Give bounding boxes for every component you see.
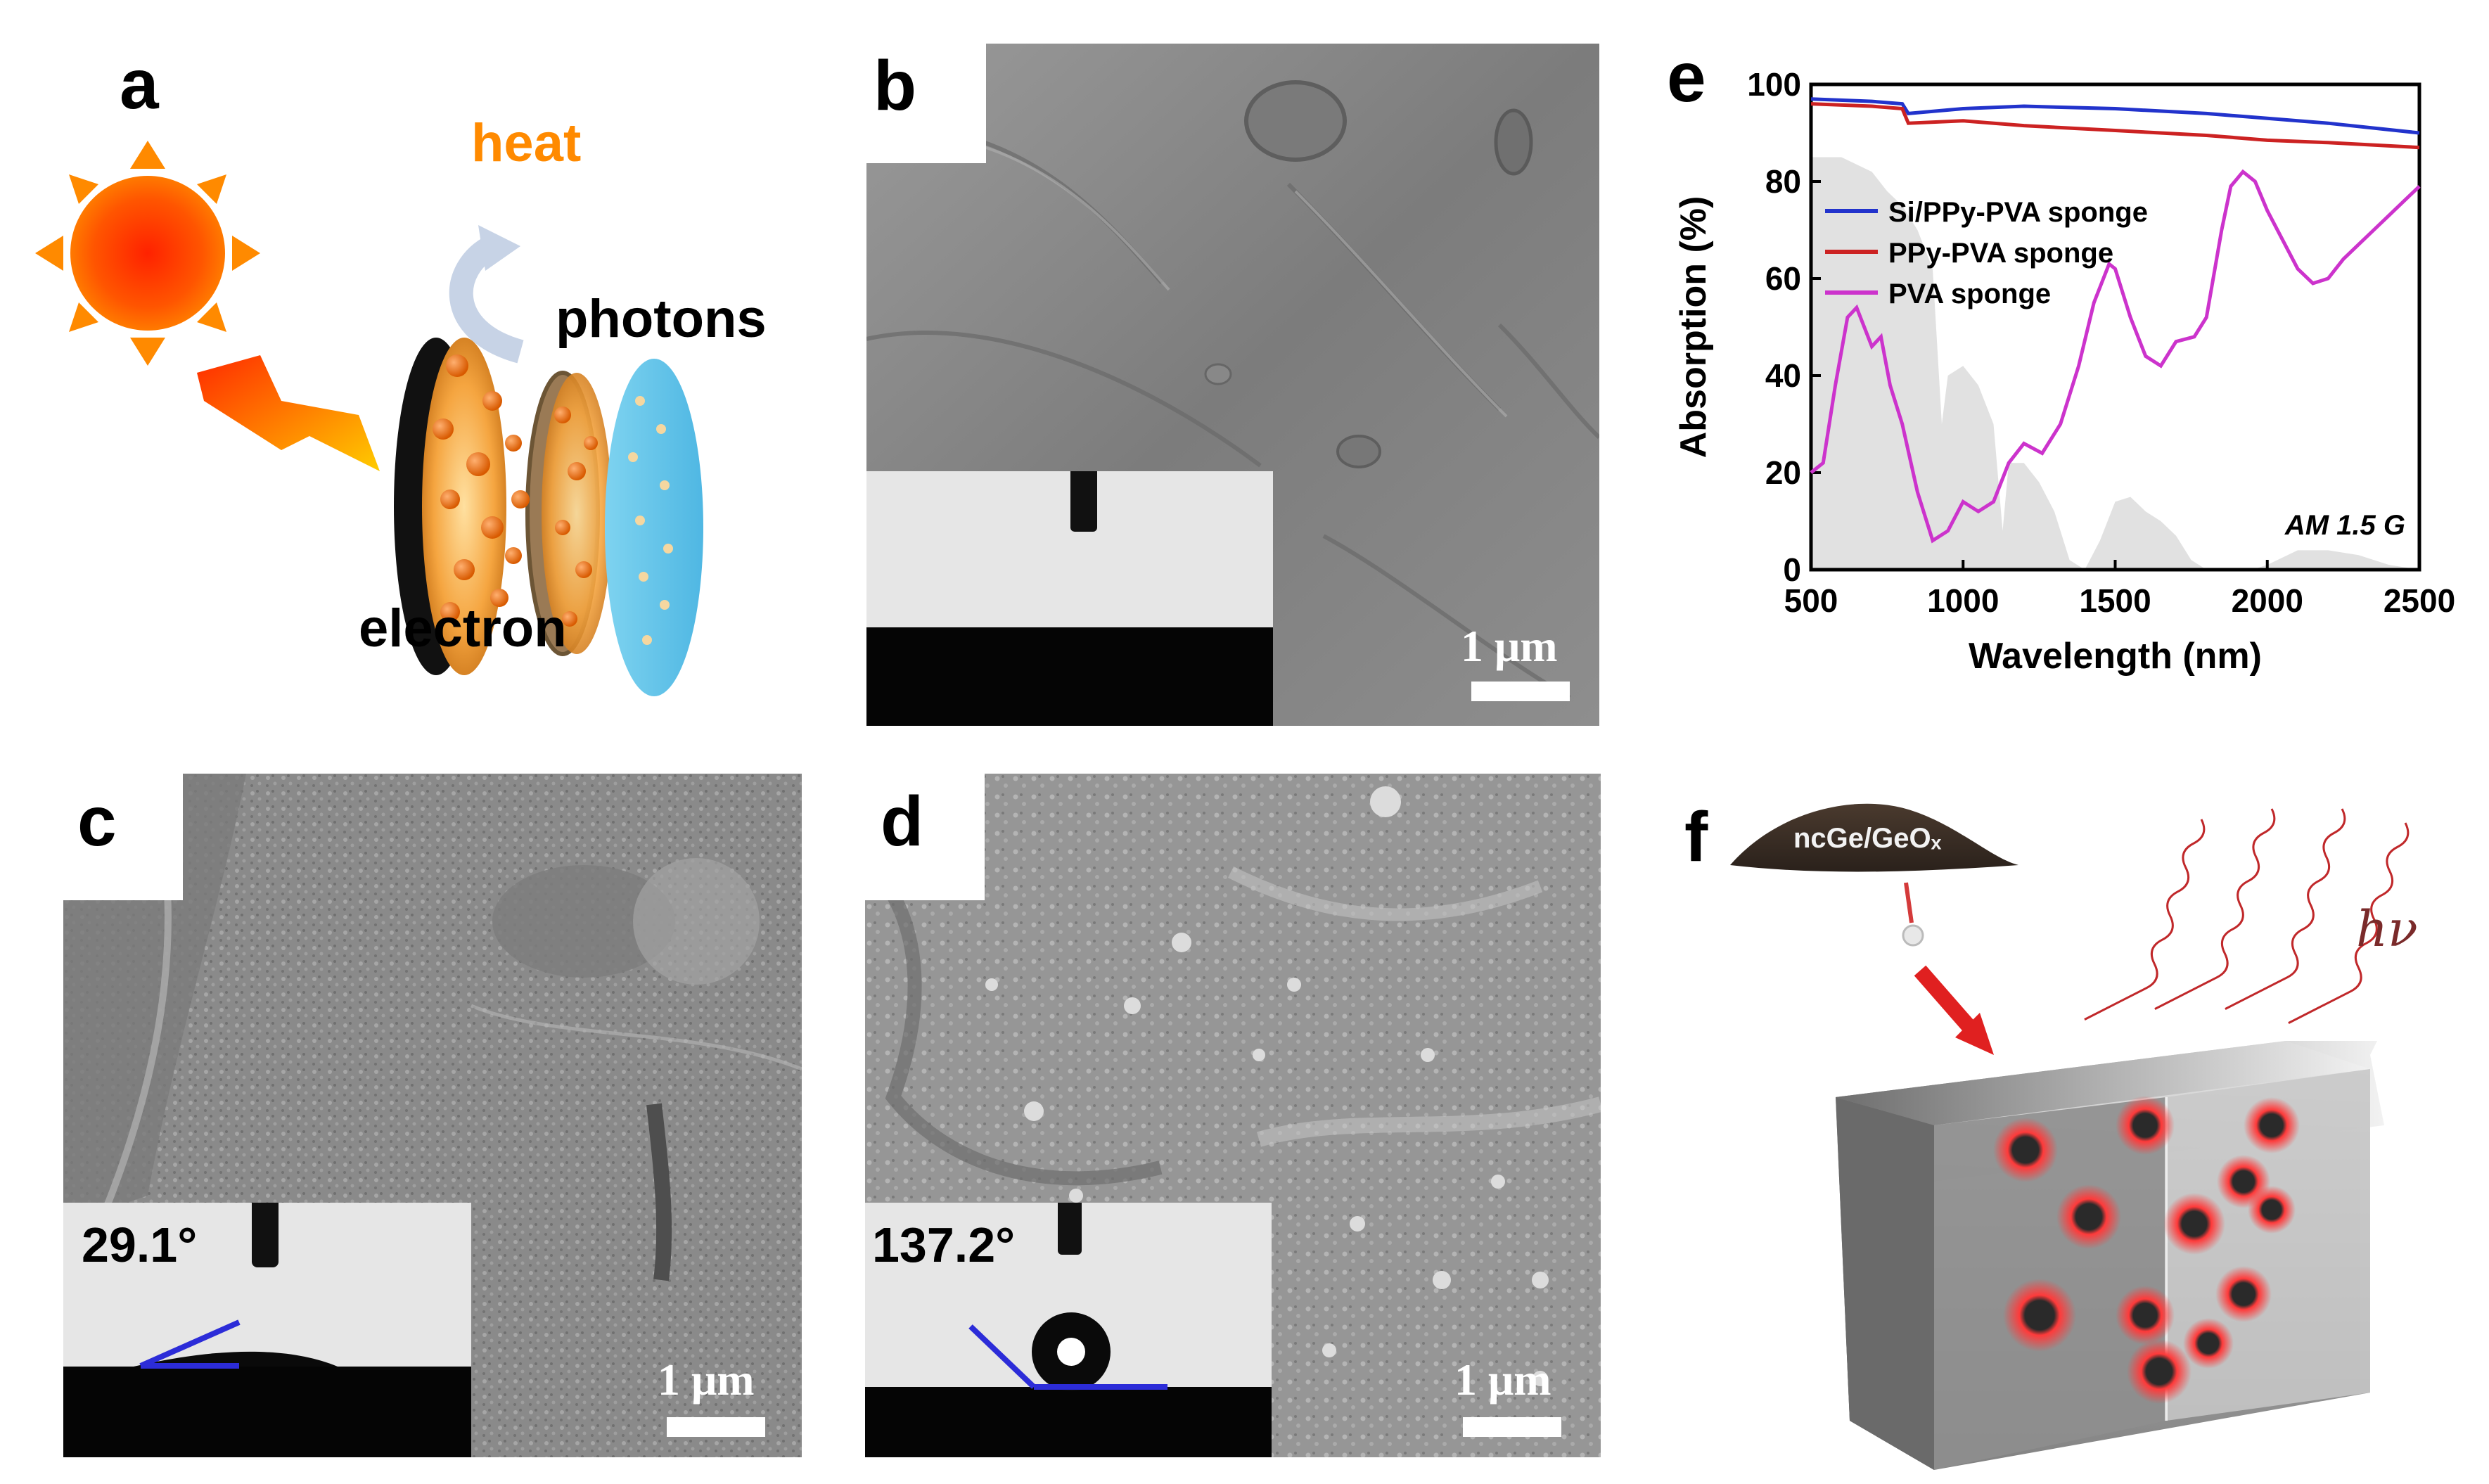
panel-f-label: f xyxy=(1684,798,1708,876)
x-tick-label: 1500 xyxy=(2079,582,2151,619)
contact-angle-inset-d: 137.2° xyxy=(865,1203,1272,1457)
panel-a-label: a xyxy=(120,45,159,124)
photons-label: photons xyxy=(556,289,767,349)
powder-heap xyxy=(1730,803,2018,872)
panel-a-illustration xyxy=(35,141,703,696)
panel-c: c 29.1° 1 μm xyxy=(63,774,802,1457)
absorption-chart: 500 1000 1500 2000 2500 0 20 40 60 80 100 Si/PPy-PV… xyxy=(1673,66,2455,677)
lightning-icon xyxy=(197,355,380,471)
series-line-2 xyxy=(1810,169,2421,544)
y-tick-label: 60 xyxy=(1765,260,1801,297)
y-tick-label: 80 xyxy=(1765,163,1801,200)
scale-label-c: 1 μm xyxy=(658,1355,755,1405)
hv-label: hν xyxy=(2356,900,2418,958)
panel-f: f xyxy=(1625,760,2489,1484)
powder-label: ncGe/GeOₓ xyxy=(1793,823,1942,854)
panel-b-label: b xyxy=(874,46,917,125)
chart-annotation: AM 1.5 G xyxy=(2284,510,2405,541)
panel-e-label: e xyxy=(1667,38,1706,117)
electron-label: electron xyxy=(359,599,567,658)
scale-label-d: 1 μm xyxy=(1454,1355,1551,1405)
contact-angle-inset-b xyxy=(866,471,1273,726)
y-tick-label: 40 xyxy=(1765,357,1801,394)
y-tick-label: 100 xyxy=(1747,66,1801,103)
needle xyxy=(1058,1203,1082,1255)
legend-label-1: PPy-PVA sponge xyxy=(1888,238,2113,269)
legend-label-0: Si/PPy-PVA sponge xyxy=(1888,197,2148,228)
panel-f-illustration xyxy=(1730,803,2410,1470)
droplet-profile xyxy=(865,1312,1272,1457)
needle xyxy=(1070,471,1097,532)
am15g-spectrum-area xyxy=(1811,157,2419,570)
x-tick-label: 1000 xyxy=(1927,582,1999,619)
droplet-profile xyxy=(63,1319,471,1457)
heat-label: heat xyxy=(471,113,582,173)
y-tick-label: 20 xyxy=(1765,454,1801,491)
x-tick-label: 500 xyxy=(1784,582,1838,619)
x-tick-label: 2000 xyxy=(2232,582,2303,619)
series-line-0 xyxy=(1810,97,2420,135)
series-line-1 xyxy=(1810,102,2420,150)
sun-icon xyxy=(35,141,260,366)
scale-label-b: 1 μm xyxy=(1461,621,1558,671)
x-axis-label: Wavelength (nm) xyxy=(1969,636,2262,677)
contact-angle-value-d: 137.2° xyxy=(872,1217,1016,1272)
contact-angle-value-c: 29.1° xyxy=(82,1217,198,1272)
panel-d-label: d xyxy=(881,782,924,861)
contact-angle-inset-c: 29.1° xyxy=(63,1203,471,1457)
panel-d: d 137.2° 1 μm xyxy=(865,774,1601,1457)
panel-e: e 500 1000 1500 2000 2500 0 20 40 60 80 100 Si/PPy-… xyxy=(1625,28,2489,746)
scale-bar-c xyxy=(667,1417,765,1437)
x-tick-label: 2500 xyxy=(2384,582,2455,619)
scale-bar-d xyxy=(1463,1417,1561,1437)
panel-b: b 1 μm xyxy=(866,44,1599,726)
y-axis-label: Absorption (%) xyxy=(1673,196,1714,459)
scale-bar-b xyxy=(1471,682,1570,701)
needle xyxy=(252,1203,279,1267)
legend-label-2: PVA sponge xyxy=(1888,279,2051,309)
heat-arrow-icon xyxy=(449,235,524,364)
y-tick-label: 0 xyxy=(1783,551,1801,588)
panel-c-label: c xyxy=(77,782,117,861)
panel-a: a xyxy=(28,35,851,724)
substrate xyxy=(866,627,1273,726)
